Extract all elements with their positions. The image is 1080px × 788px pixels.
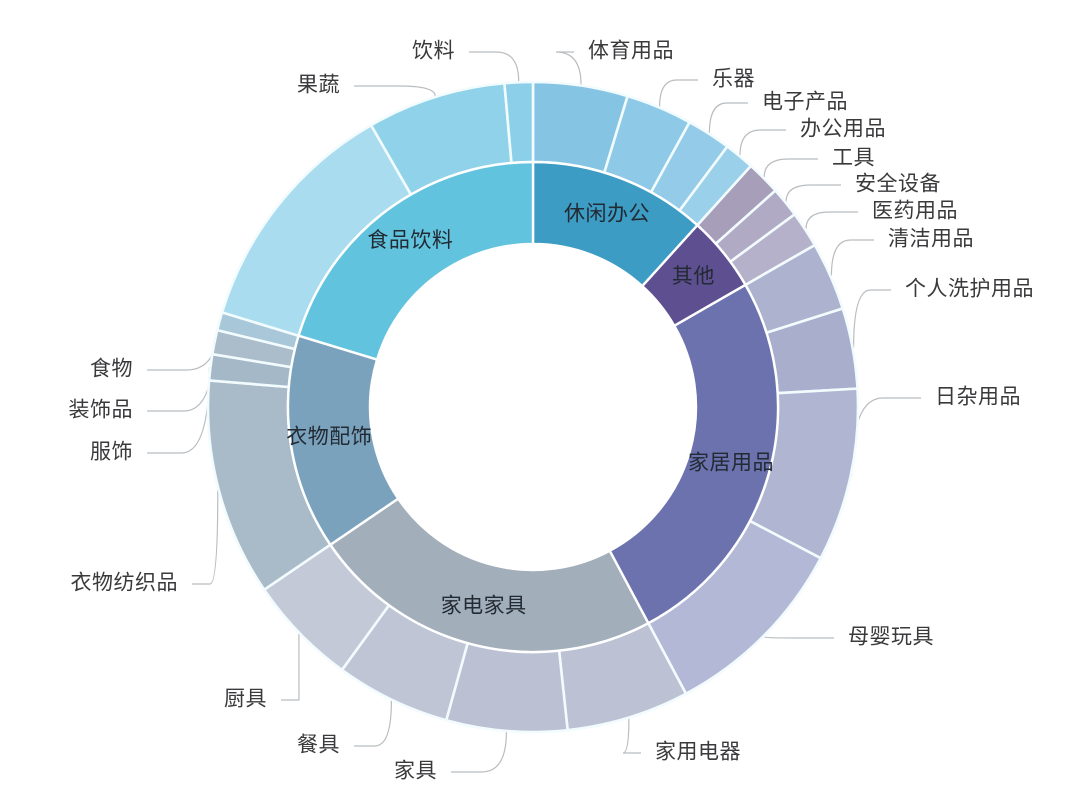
callout-label: 办公用品 — [800, 118, 886, 141]
inner-ring-segment[interactable]: 家居用品 — [608, 283, 780, 625]
callout-label: 果蔬 — [297, 74, 340, 97]
callout-leader-line — [763, 636, 834, 639]
callout-leader-line — [469, 51, 520, 82]
callout-label: 乐器 — [712, 68, 755, 91]
callout-leader-line — [763, 158, 818, 178]
callout-leader-line — [147, 341, 215, 412]
callout-label: 体育用品 — [588, 40, 674, 63]
callout-leader-line — [451, 731, 507, 773]
callout-label: 医药用品 — [872, 200, 958, 223]
inner-ring-label: 家居用品 — [688, 451, 774, 474]
callout-leader-line — [555, 51, 582, 85]
callout-label: 餐具 — [297, 734, 340, 757]
callout-leader-line — [147, 320, 220, 371]
callout-leader-line — [805, 211, 858, 229]
callout-label: 衣物纺织品 — [71, 572, 179, 595]
callout-leader-line — [851, 397, 921, 477]
callout-leader-line — [659, 79, 698, 107]
callout-label: 安全设备 — [855, 173, 941, 196]
callout-label: 工具 — [832, 147, 875, 170]
callout-label: 日杂用品 — [935, 386, 1021, 409]
callout-leader-line — [354, 700, 392, 747]
inner-ring-label: 休闲办公 — [564, 202, 650, 225]
callout-leader-line — [622, 718, 641, 754]
inner-ring-label: 家电家具 — [441, 595, 527, 618]
callout-leader-line — [708, 102, 748, 133]
callout-leader-line — [147, 367, 210, 454]
callout-label: 清洁用品 — [888, 228, 974, 251]
callout-leader-line — [785, 184, 841, 202]
callout-label: 母婴玩具 — [848, 626, 934, 649]
inner-ring-segment[interactable]: 家电家具 — [328, 496, 650, 654]
outer-ring-segments: 体育用品乐器电子产品办公用品工具安全设备医药用品清洁用品个人洗护用品日杂用品母婴… — [206, 80, 860, 734]
callout-label: 家具 — [394, 760, 437, 783]
callout-label: 家用电器 — [655, 741, 741, 764]
callout-leader-line — [281, 633, 300, 701]
callout-label: 服饰 — [90, 441, 133, 464]
callout-leader-line — [830, 239, 874, 276]
inner-ring-label: 食品饮料 — [367, 229, 453, 252]
callout-label: 电子产品 — [762, 91, 848, 114]
inner-ring-segment[interactable]: 食品饮料 — [297, 160, 535, 362]
callout-label: 个人洗护用品 — [905, 278, 1034, 301]
callout-leader-line — [853, 289, 891, 348]
callout-label: 饮料 — [412, 40, 455, 63]
inner-ring-label: 其他 — [672, 265, 715, 288]
inner-ring-label: 衣物配饰 — [286, 425, 372, 448]
callout-leader-line — [739, 129, 786, 156]
callout-label: 食物 — [90, 358, 133, 381]
callout-label: 厨具 — [224, 688, 267, 711]
callout-label: 装饰品 — [69, 399, 134, 422]
callout-leader-line — [354, 85, 436, 97]
callout-leader-line — [192, 490, 219, 585]
callout-leader-lines — [147, 51, 921, 773]
